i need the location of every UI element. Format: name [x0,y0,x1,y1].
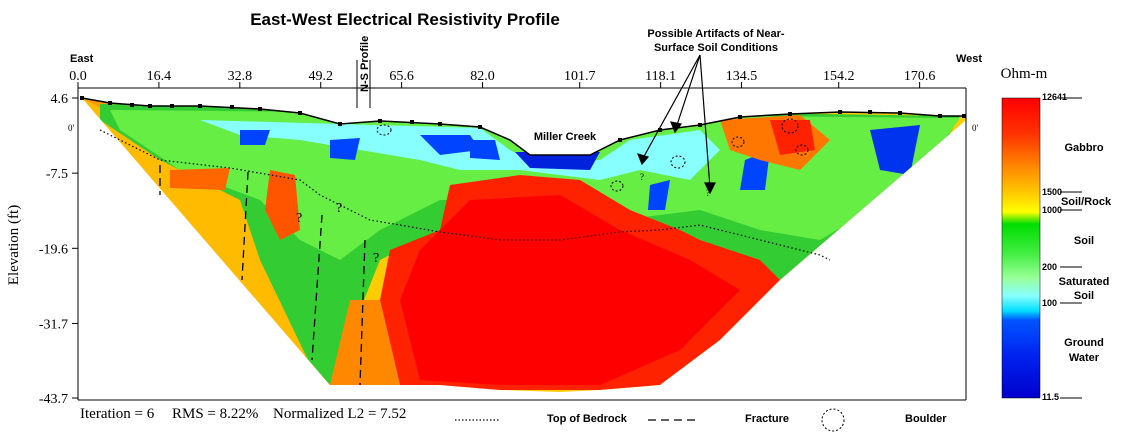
y-axis-label: Elevation (ft) [6,205,22,285]
class-soil: Soil [1074,235,1094,247]
svg-text:?: ? [296,211,302,226]
x-tick-label: 82.0 [470,69,495,84]
artifact-annotation-line2: Surface Soil Conditions [654,42,778,54]
x-tick-label: 16.4 [147,69,172,84]
y-ticks: 4.6 -7.5 -19.6 -31.7 -43.7 [39,92,78,407]
class-water: Water [1069,352,1100,364]
surface-marker-left: 0' [68,123,75,133]
artifact-annotation-line1: Possible Artifacts of Near- [647,28,784,40]
legend-boulder-symbol [821,408,845,432]
colorbar-ticks [1060,97,1082,399]
svg-text:?: ? [373,251,379,266]
class-gabbro: Gabbro [1064,142,1103,154]
legend-fracture: Fracture [745,413,789,425]
artifact-arrows [636,54,716,195]
footer-rms: RMS = 8.22% [172,406,258,422]
footer-iteration: Iteration = 6 [80,406,155,422]
x-tick-label: 0.0 [69,69,87,84]
legend-boulder: Boulder [905,413,947,425]
x-ticks: 0.0 16.4 32.8 49.2 65.6 82.0 101.7 118.1 134.5 15… [69,69,935,88]
x-tick-label: 101.7 [564,69,596,84]
x-tick-label: 118.1 [645,69,676,84]
svg-text:?: ? [640,172,644,182]
legend-bedrock: Top of Bedrock [547,413,628,425]
class-soil-rock: Soil/Rock [1061,196,1112,208]
question-marks: ? ? ? ? ? [296,172,710,266]
surface-marker-right: 0' [972,123,979,133]
colorbar-tick-200: 200 [1042,262,1057,272]
y-tick-label: -31.7 [39,317,68,332]
svg-text:?: ? [706,188,710,198]
x-tick-label: 32.8 [228,69,253,84]
x-tick-label: 49.2 [308,69,333,84]
chart-title: East-West Electrical Resistivity Profile [250,10,560,29]
y-tick-label: -19.6 [39,242,68,257]
class-saturated-soil: Soil [1074,290,1094,302]
creek-label: Miller Creek [534,131,597,143]
x-tick-label: 65.6 [389,69,414,84]
boulders [376,118,809,192]
electrode-markers [80,96,966,142]
west-label: West [956,53,982,65]
class-ground: Ground [1064,337,1104,349]
footer-l2: Normalized L2 = 7.52 [273,406,406,422]
x-tick-label: 170.6 [904,69,936,84]
y-tick-label: -43.7 [39,392,68,407]
x-tick-label: 154.2 [823,69,855,84]
svg-text:?: ? [336,201,342,216]
colorbar-min: 11.5 [1042,392,1059,402]
y-tick-label: -7.5 [46,167,68,182]
east-label: East [70,53,94,65]
ns-profile-label: N-S Profile [359,36,371,92]
fractures [159,165,366,386]
colorbar-tick-100: 100 [1042,298,1057,308]
ns-profile-marker: N-S Profile [356,36,371,108]
colorbar-max: 12641 [1042,92,1067,102]
colorbar [1001,97,1041,399]
bedrock-line [99,129,831,261]
y-tick-label: 4.6 [51,92,69,107]
class-saturated: Saturated [1059,276,1110,288]
colorbar-tick-1000: 1000 [1042,205,1062,215]
x-tick-label: 134.5 [726,69,758,84]
resistivity-section [82,98,966,392]
colorbar-tick-1500: 1500 [1042,187,1062,197]
colorbar-title: Ohm-m [1001,66,1048,82]
